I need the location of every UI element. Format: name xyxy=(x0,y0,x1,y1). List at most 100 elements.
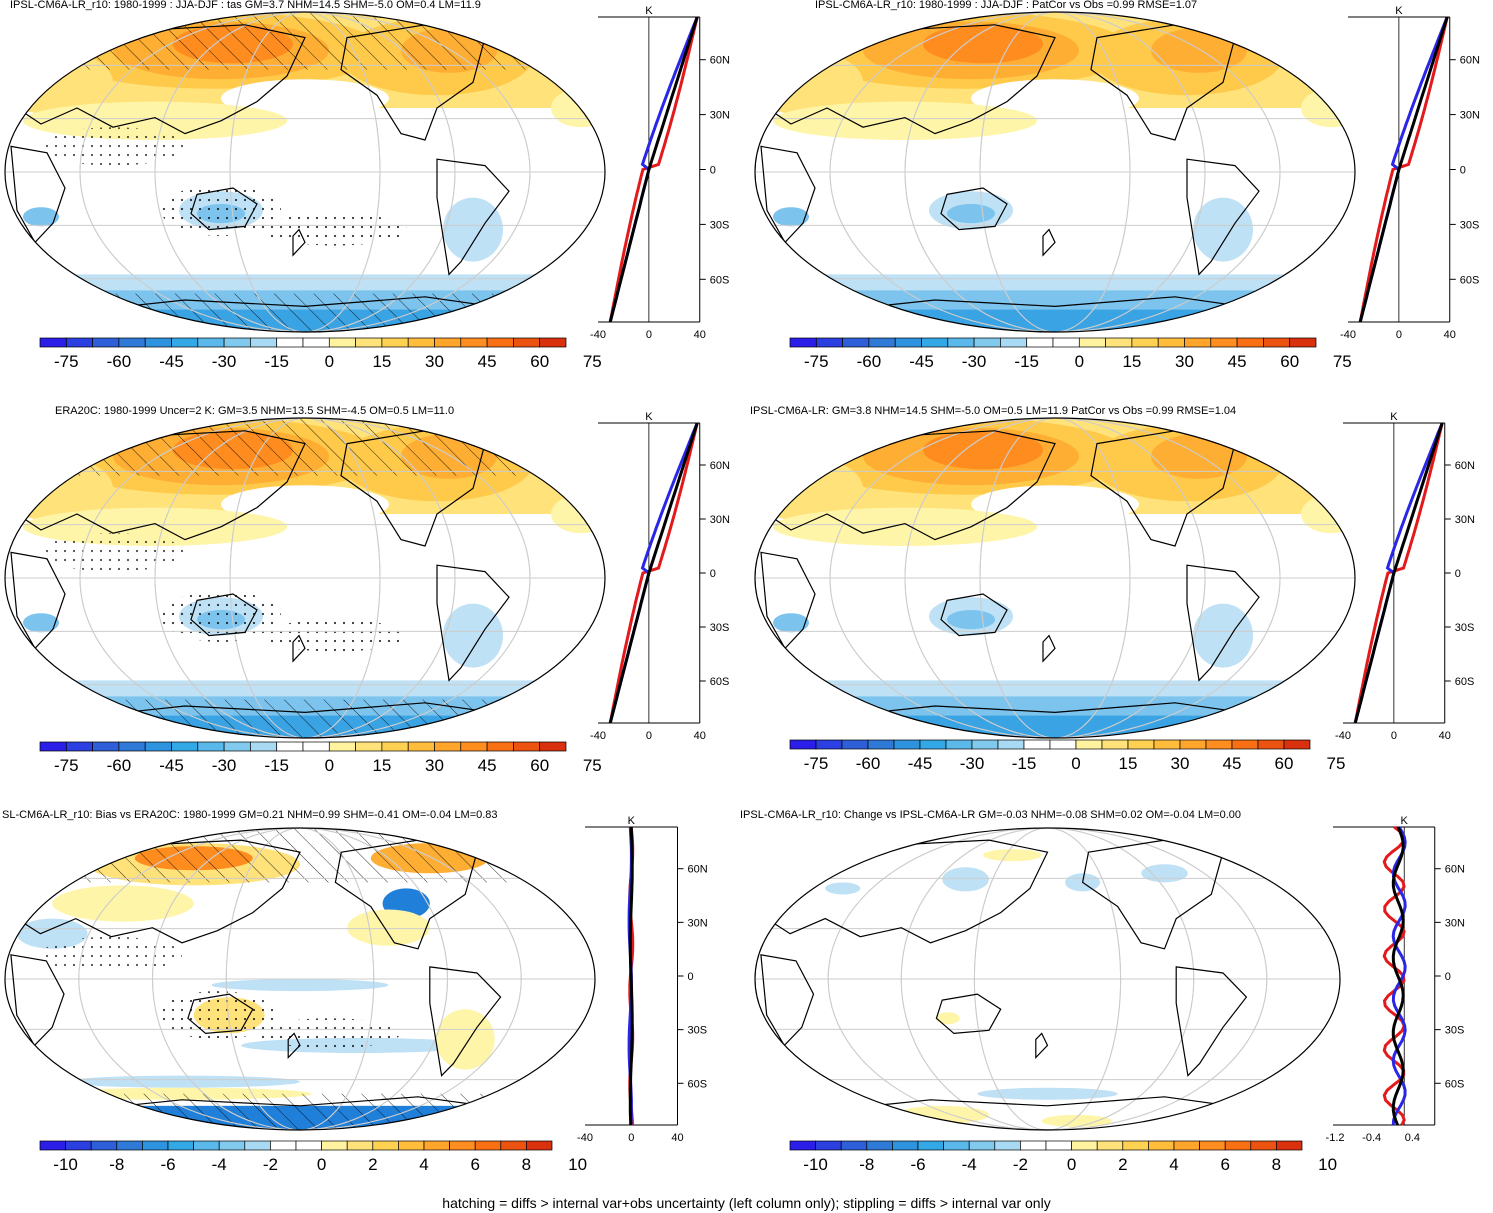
lat-tick-label: 30S xyxy=(710,622,730,634)
lat-tick-label: 30N xyxy=(710,514,730,526)
zonal-line-mean xyxy=(1358,16,1449,323)
colorbar-tick-label: -30 xyxy=(960,754,985,773)
colorbar-bin xyxy=(539,337,567,348)
colorbar-bin xyxy=(1179,739,1207,750)
colorbar-tick-label: 75 xyxy=(1327,754,1346,773)
colorbar-bin xyxy=(144,337,172,348)
zonal-line-obs xyxy=(1358,16,1449,323)
colorbar-tick-label: 0 xyxy=(1075,352,1084,371)
colorbar-tick-label: 10 xyxy=(568,1155,587,1174)
colorbar-tick-label: -45 xyxy=(908,754,933,773)
panel-model-r10: IPSL-CM6A-LR_r10: 1980-1999 : JJA-DJF : … xyxy=(4,0,730,371)
colorbar-tick-label: -30 xyxy=(212,756,237,775)
colorbar-bin xyxy=(250,741,278,752)
colorbar-tick-label: -30 xyxy=(212,352,237,371)
colorbar-bin xyxy=(968,1140,996,1151)
colorbar-tick-label: -75 xyxy=(804,754,829,773)
colorbar-bin xyxy=(539,741,567,752)
lat-tick-label: 30S xyxy=(1445,1025,1465,1037)
colorbar-bin xyxy=(1023,739,1051,750)
colorbar-bin xyxy=(407,337,435,348)
graticule xyxy=(755,828,1340,1130)
colorbar-tick-label: -15 xyxy=(1012,754,1037,773)
lat-tick-label: 30N xyxy=(710,110,730,122)
lat-tick-label: 60N xyxy=(1460,55,1480,67)
colorbar-bin xyxy=(372,1140,399,1151)
colorbar-tick-label: 60 xyxy=(1275,754,1294,773)
colorbar-bin xyxy=(1000,337,1028,348)
zonal-x-tick-label: -0.4 xyxy=(1362,1132,1381,1144)
zonal-line-mean xyxy=(608,16,699,323)
map-field xyxy=(755,828,1340,1130)
colorbar-tick-label: 75 xyxy=(583,352,602,371)
zonal-x-tick-label: 40 xyxy=(1444,329,1456,341)
colorbar-bin xyxy=(142,1140,169,1151)
zonal-mean-plot: K 60N 30N 0 30S 60S -1.2 -0.4 0.4 xyxy=(1326,815,1465,1144)
colorbar-tick-label: -75 xyxy=(54,756,79,775)
zonal-unit: K xyxy=(1390,411,1398,423)
zonal-x-tick-label: -40 xyxy=(590,329,606,341)
colorbar-bin xyxy=(841,739,869,750)
zonal-line-mean xyxy=(1353,422,1444,724)
colorbar-bin xyxy=(943,1140,970,1151)
colorbar-bin xyxy=(1231,739,1259,750)
graticule xyxy=(755,418,1355,738)
zonal-x-tick-label: -40 xyxy=(577,1132,593,1144)
lat-tick-label: 60N xyxy=(1455,460,1475,472)
map-frame xyxy=(754,11,1356,333)
colorbar-bin xyxy=(116,1140,143,1151)
colorbar-bin xyxy=(250,337,278,348)
lat-tick-label: 30S xyxy=(1455,622,1475,634)
colorbar-bin xyxy=(218,1140,246,1151)
colorbar-tick-label: 30 xyxy=(1171,754,1190,773)
colorbar-bin xyxy=(1020,1140,1047,1151)
colorbar-tick-label: 30 xyxy=(425,756,444,775)
colorbar-tick-label: -75 xyxy=(804,352,829,371)
colorbar-bin xyxy=(193,1140,220,1151)
zonal-x-tick-label: 0 xyxy=(1396,329,1402,341)
colorbar-bin xyxy=(815,1140,842,1151)
colorbar-bin xyxy=(945,739,973,750)
colorbar-bin xyxy=(1052,337,1080,348)
zonal-unit: K xyxy=(645,5,653,17)
lat-tick-label: 0 xyxy=(1455,568,1461,580)
colorbar-tick-label: 15 xyxy=(1119,754,1138,773)
map-frame xyxy=(4,827,596,1131)
colorbar-tick-label: -6 xyxy=(160,1155,175,1174)
colorbar: -10 -8 -6 -4 -2 0 2 4 6 8 10 xyxy=(39,1140,587,1174)
colorbar: -75 -60 -45 -30 -15 0 15 30 45 60 75 xyxy=(789,739,1346,773)
colorbar-bin xyxy=(1184,337,1212,348)
colorbar-bin xyxy=(423,1140,450,1151)
colorbar-tick-label: -10 xyxy=(53,1155,78,1174)
lat-tick-label: 30N xyxy=(1445,917,1465,929)
colorbar-bin xyxy=(1263,337,1291,348)
colorbar-bin xyxy=(244,1140,271,1151)
colorbar-bin xyxy=(167,1140,194,1151)
colorbar-tick-label: -60 xyxy=(107,352,132,371)
colorbar-bin xyxy=(1071,1140,1098,1151)
panel-ensemble: IPSL-CM6A-LR: GM=3.8 NHM=14.5 SHM=-5.0 O… xyxy=(750,405,1475,773)
colorbar-bin xyxy=(1224,1140,1252,1151)
colorbar-bin xyxy=(65,1140,92,1151)
colorbar-tick-label: 45 xyxy=(1228,352,1247,371)
colorbar-bin xyxy=(921,337,949,348)
lat-tick-label: 60S xyxy=(1455,676,1475,688)
colorbar-tick-label: 0 xyxy=(1071,754,1080,773)
zonal-mean-plot: K 60N 30N 0 30S 60S -40 0 40 xyxy=(590,5,730,341)
colorbar-tick-label: 30 xyxy=(425,352,444,371)
colorbar-bin xyxy=(789,739,817,750)
colorbar-bin xyxy=(171,337,199,348)
colorbar-bin xyxy=(1173,1140,1200,1151)
colorbar-bin xyxy=(1199,1140,1226,1151)
panel-title: SL-CM6A-LR_r10: Bias vs ERA20C: 1980-199… xyxy=(2,809,498,821)
colorbar-tick-label: 2 xyxy=(368,1155,377,1174)
colorbar-tick-label: 8 xyxy=(522,1155,531,1174)
colorbar-bin xyxy=(39,1140,66,1151)
colorbar-bin xyxy=(171,741,199,752)
colorbar-tick-label: 45 xyxy=(1223,754,1242,773)
colorbar-bin xyxy=(486,337,514,348)
colorbar-bin xyxy=(842,337,870,348)
colorbar-bin xyxy=(866,1140,893,1151)
panel-title: ERA20C: 1980-1999 Uncer=2 K: GM=3.5 NHM=… xyxy=(55,405,454,417)
colorbar-tick-label: -30 xyxy=(962,352,987,371)
